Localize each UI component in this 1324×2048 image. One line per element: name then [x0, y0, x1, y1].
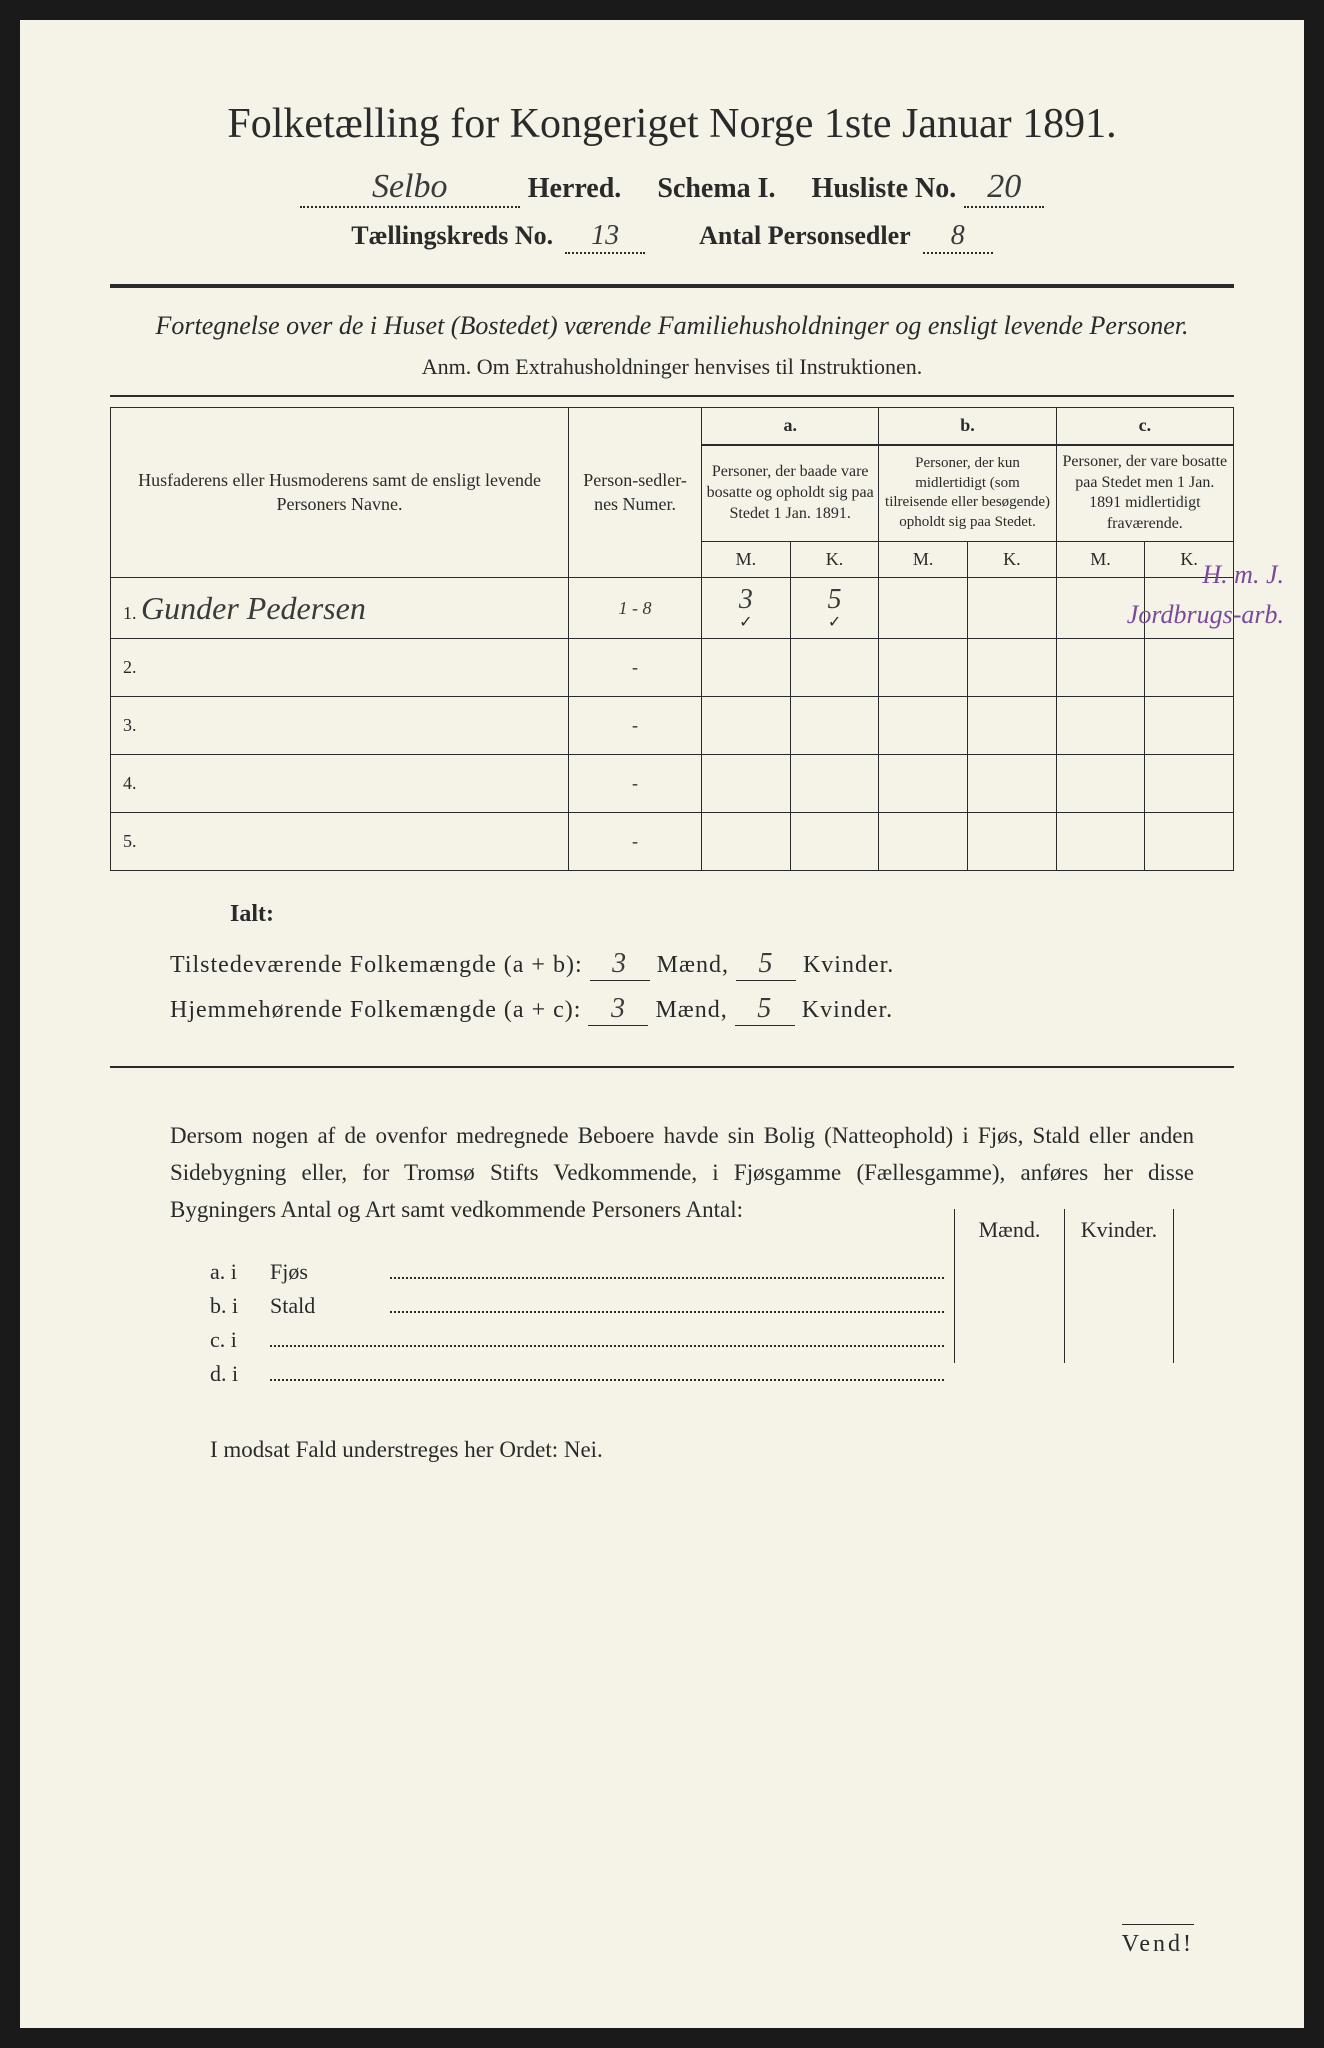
dots: [390, 1311, 944, 1313]
b-name: Stald: [270, 1293, 390, 1319]
sum-1m: 3: [590, 948, 650, 981]
nei-line: I modsat Fald understreges her Ordet: Ne…: [210, 1437, 1234, 1463]
kreds-value: 13: [591, 220, 619, 251]
anm-note: Anm. Om Extrahusholdninger henvises til …: [110, 354, 1234, 380]
check-am: ✓: [706, 612, 786, 632]
building-section: Mænd. Kvinder. a. i Fjøs b. i Stald c. i…: [210, 1259, 1174, 1387]
check-ak: ✓: [795, 612, 875, 632]
mk-maend: Mænd.: [954, 1209, 1064, 1363]
b-label: b. i: [210, 1293, 270, 1319]
table-row: 3. -: [111, 697, 1234, 755]
num-cell: -: [569, 697, 702, 755]
col-b-m: M.: [879, 541, 968, 577]
col-a-k: K.: [790, 541, 879, 577]
col-a-desc: Personer, der baade vare bosatte og opho…: [702, 445, 879, 542]
herred-label: Herred.: [528, 173, 622, 205]
antal-value: 8: [951, 220, 965, 251]
num-cell: -: [569, 755, 702, 813]
b-label: a. i: [210, 1259, 270, 1285]
row-n: 5.: [111, 813, 569, 871]
val-ak: 5: [828, 584, 842, 615]
page-title: Folketælling for Kongeriget Norge 1ste J…: [110, 100, 1234, 148]
col-c-desc: Personer, der vare bosatte paa Stedet me…: [1056, 445, 1233, 542]
num-range: 1 - 8: [569, 578, 702, 639]
row-n: 2.: [111, 639, 569, 697]
schema-label: Schema I.: [657, 173, 775, 205]
num-cell: -: [569, 639, 702, 697]
b-name: Fjøs: [270, 1259, 390, 1285]
table-row: 5. -: [111, 813, 1234, 871]
num-cell: -: [569, 813, 702, 871]
margin-note-2: Jordbrugs-arb.: [1127, 600, 1284, 630]
mk-kvinder: Kvinder.: [1064, 1209, 1174, 1363]
header-line-1: Selbo Herred. Schema I. Husliste No. 20: [110, 168, 1234, 208]
b-label: c. i: [210, 1327, 270, 1353]
val-am: 3: [739, 584, 753, 615]
person-name: Gunder Pedersen: [141, 590, 366, 626]
divider: [110, 284, 1234, 288]
margin-note-1: H. m. J.: [1202, 560, 1284, 590]
row-n: 1.: [123, 603, 137, 623]
col-b-head: b.: [879, 408, 1056, 445]
col-c-head: c.: [1056, 408, 1233, 445]
kreds-label: Tællingskreds No.: [351, 221, 553, 251]
subtitle: Fortegnelse over de i Huset (Bostedet) v…: [110, 308, 1234, 344]
census-form-page: Folketælling for Kongeriget Norge 1ste J…: [20, 20, 1304, 2028]
col-b-desc: Personer, der kun midlertidigt (som tilr…: [879, 445, 1056, 542]
table-row: 2. -: [111, 639, 1234, 697]
husliste-value: 20: [987, 168, 1021, 205]
row-n: 4.: [111, 755, 569, 813]
divider-thin: [110, 395, 1234, 397]
mk-headers: Mænd. Kvinder.: [954, 1209, 1174, 1363]
sum-2k: 5: [735, 993, 795, 1026]
dots: [270, 1379, 944, 1381]
table-row: 1. Gunder Pedersen 1 - 8 3✓ 5✓: [111, 578, 1234, 639]
col-c-m: M.: [1056, 541, 1145, 577]
dots: [270, 1345, 944, 1347]
sum-1k: 5: [736, 948, 796, 981]
table-row: 4. -: [111, 755, 1234, 813]
antal-label: Antal Personsedler: [699, 221, 911, 251]
herred-value: Selbo: [372, 168, 448, 205]
sum-2m: 3: [588, 993, 648, 1026]
divider-thin: [110, 1066, 1234, 1068]
b-label: d. i: [210, 1361, 270, 1387]
census-table: Husfaderens eller Husmoderens samt de en…: [110, 407, 1234, 871]
col-name-header: Husfaderens eller Husmoderens samt de en…: [111, 408, 569, 578]
col-a-head: a.: [702, 408, 879, 445]
ialt-label: Ialt:: [230, 901, 1234, 928]
row-n: 3.: [111, 697, 569, 755]
vend-label: Vend!: [1122, 1924, 1194, 1958]
col-a-m: M.: [702, 541, 791, 577]
building-row: d. i: [210, 1361, 1174, 1387]
summary-present: Tilstedeværende Folkemængde (a + b): 3 M…: [170, 948, 1234, 981]
col-num-header: Person-sedler-nes Numer.: [569, 408, 702, 578]
summary-resident: Hjemmehørende Folkemængde (a + c): 3 Mæn…: [170, 993, 1234, 1026]
col-b-k: K.: [968, 541, 1057, 577]
dots: [390, 1277, 944, 1279]
header-line-2: Tællingskreds No. 13 Antal Personsedler …: [110, 220, 1234, 254]
husliste-label: Husliste No.: [812, 173, 957, 205]
